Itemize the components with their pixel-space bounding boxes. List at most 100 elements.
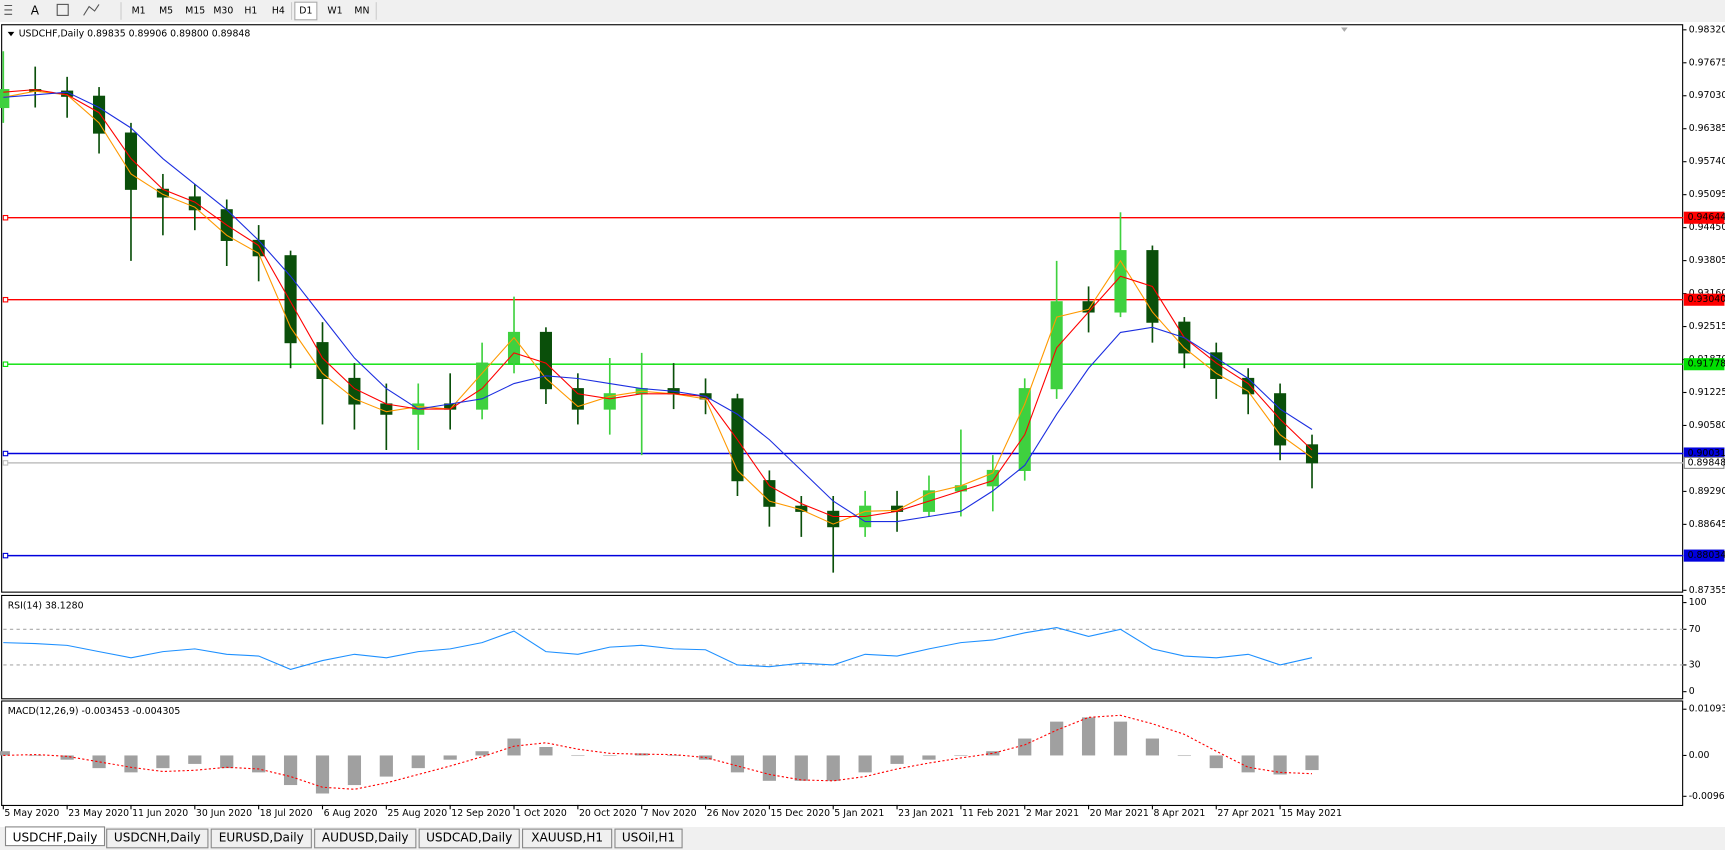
toolbar (0, 0, 1725, 22)
y-tick-label: 0.010933 (1689, 704, 1725, 715)
macd-bar (188, 755, 202, 764)
chart-tab-label[interactable]: AUDUSD,Daily (322, 830, 409, 844)
chart-tab[interactable] (418, 828, 520, 849)
x-tick-label: 5 May 2020 (4, 808, 59, 819)
timeframe-button[interactable] (181, 2, 210, 20)
macd-bar (1113, 721, 1128, 756)
macd-bar (1241, 755, 1255, 773)
y-tick-label: 0.97675 (1689, 57, 1725, 68)
chart-tab[interactable] (614, 828, 683, 849)
y-tick-label: 0.98320 (1689, 24, 1725, 35)
moving-average (3, 91, 1313, 523)
x-tick-label: 11 Jun 2020 (132, 808, 188, 819)
chart-tab-label[interactable]: USDCAD,Daily (426, 830, 512, 844)
chart-tab[interactable] (4, 826, 106, 847)
timeframe-button[interactable] (238, 2, 263, 20)
candle-body (476, 362, 489, 410)
y-tick-label: -0.009665 (1689, 791, 1725, 802)
candle-body (827, 510, 840, 528)
x-tick-label: 20 Mar 2021 (1090, 808, 1149, 819)
chart-tab-label[interactable]: EURUSD,Daily (219, 830, 304, 844)
shift-marker (1341, 27, 1348, 32)
x-tick-label: 30 Jun 2020 (196, 808, 252, 819)
timeframe-button[interactable] (154, 2, 179, 20)
timeframe-label[interactable]: MN (354, 5, 369, 16)
timeframe-label[interactable]: M1 (132, 5, 146, 16)
label-tool-icon[interactable] (56, 3, 69, 16)
chart-tab-label[interactable]: USDCHF,Daily (13, 830, 98, 844)
timeframe-button[interactable] (349, 2, 375, 20)
timeframe-button[interactable] (294, 1, 318, 21)
macd-bar (826, 755, 840, 781)
y-tick-label: 100 (1689, 597, 1707, 608)
timeframe-label[interactable]: M30 (213, 5, 233, 16)
macd-bar (1018, 738, 1032, 756)
macd-bar (1209, 755, 1223, 769)
chart-title: USDCHF,Daily 0.89835 0.89906 0.89800 0.8… (19, 29, 251, 40)
timeframe-label[interactable]: D1 (299, 5, 312, 16)
y-tick-label: 70 (1689, 624, 1701, 635)
macd-bar (1177, 755, 1191, 757)
candle-body (380, 403, 393, 415)
timeframe-button[interactable] (322, 2, 348, 20)
candle-body (986, 469, 999, 487)
macd-bar (954, 755, 968, 757)
candle-body (603, 393, 616, 410)
candle-body (1210, 352, 1223, 379)
level-price-label: 0.94644 (1688, 212, 1725, 223)
level-price-box (1683, 456, 1725, 469)
y-tick-label: 0.92515 (1689, 321, 1725, 332)
timeframe-button[interactable] (266, 2, 291, 20)
text-tool-icon[interactable]: A (31, 3, 40, 17)
x-tick-label: 27 Apr 2021 (1217, 808, 1275, 819)
rsi-line (3, 626, 1313, 671)
chart-tab[interactable] (106, 828, 209, 849)
macd-bar (315, 755, 330, 794)
x-tick-label: 25 Aug 2020 (387, 808, 447, 819)
level-price-box (1683, 358, 1725, 371)
candle-body (539, 331, 552, 390)
y-tick-label: 0.97030 (1689, 90, 1725, 101)
x-tick-label: 6 Aug 2020 (324, 808, 378, 819)
x-tick-label: 2 Mar 2021 (1026, 808, 1079, 819)
chart-tab-label[interactable]: USOil,H1 (622, 830, 675, 844)
chart-tab-label[interactable]: USDCNH,Daily (114, 830, 201, 844)
candle-body (124, 132, 138, 190)
timeframe-button[interactable] (126, 2, 151, 20)
level-handle (2, 552, 9, 559)
macd-bar (890, 755, 904, 764)
macd-bar (60, 755, 74, 760)
main-pane (1, 24, 1684, 593)
level-price-label: 0.90031 (1688, 448, 1725, 459)
macd-bar (475, 751, 489, 756)
level-handle (2, 214, 9, 221)
timeframe-label[interactable]: M5 (159, 5, 173, 16)
chart-tab[interactable] (210, 828, 312, 849)
objects-icon[interactable] (83, 4, 100, 16)
x-tick-label: 5 Jan 2021 (834, 808, 884, 819)
level-handle (2, 361, 9, 367)
chart-tab[interactable] (522, 828, 613, 849)
macd-bar (1081, 717, 1096, 756)
candle-body (507, 331, 521, 364)
timeframe-label[interactable]: W1 (327, 5, 342, 16)
macd-bar (539, 746, 553, 756)
macd-bar (1305, 755, 1319, 771)
x-tick-label: 15 May 2021 (1281, 808, 1342, 819)
chart-tab[interactable] (314, 828, 417, 849)
candle-body (284, 255, 297, 344)
timeframe-label[interactable]: H1 (244, 5, 257, 16)
menu-icon[interactable] (4, 4, 13, 15)
timeframe-label[interactable]: M15 (185, 5, 205, 16)
candle-body (0, 89, 10, 109)
chart-window (0, 21, 1725, 827)
timeframe-label[interactable]: H4 (272, 5, 285, 16)
macd-bar (411, 755, 425, 769)
candle-body (1018, 388, 1031, 471)
macd-bar (220, 755, 234, 769)
macd-bar (1145, 738, 1160, 756)
timeframe-button[interactable] (211, 2, 236, 20)
y-tick-label: 0.93805 (1689, 255, 1725, 266)
macd-bar (667, 755, 681, 757)
chart-tab-label[interactable]: XAUUSD,H1 (531, 830, 603, 844)
